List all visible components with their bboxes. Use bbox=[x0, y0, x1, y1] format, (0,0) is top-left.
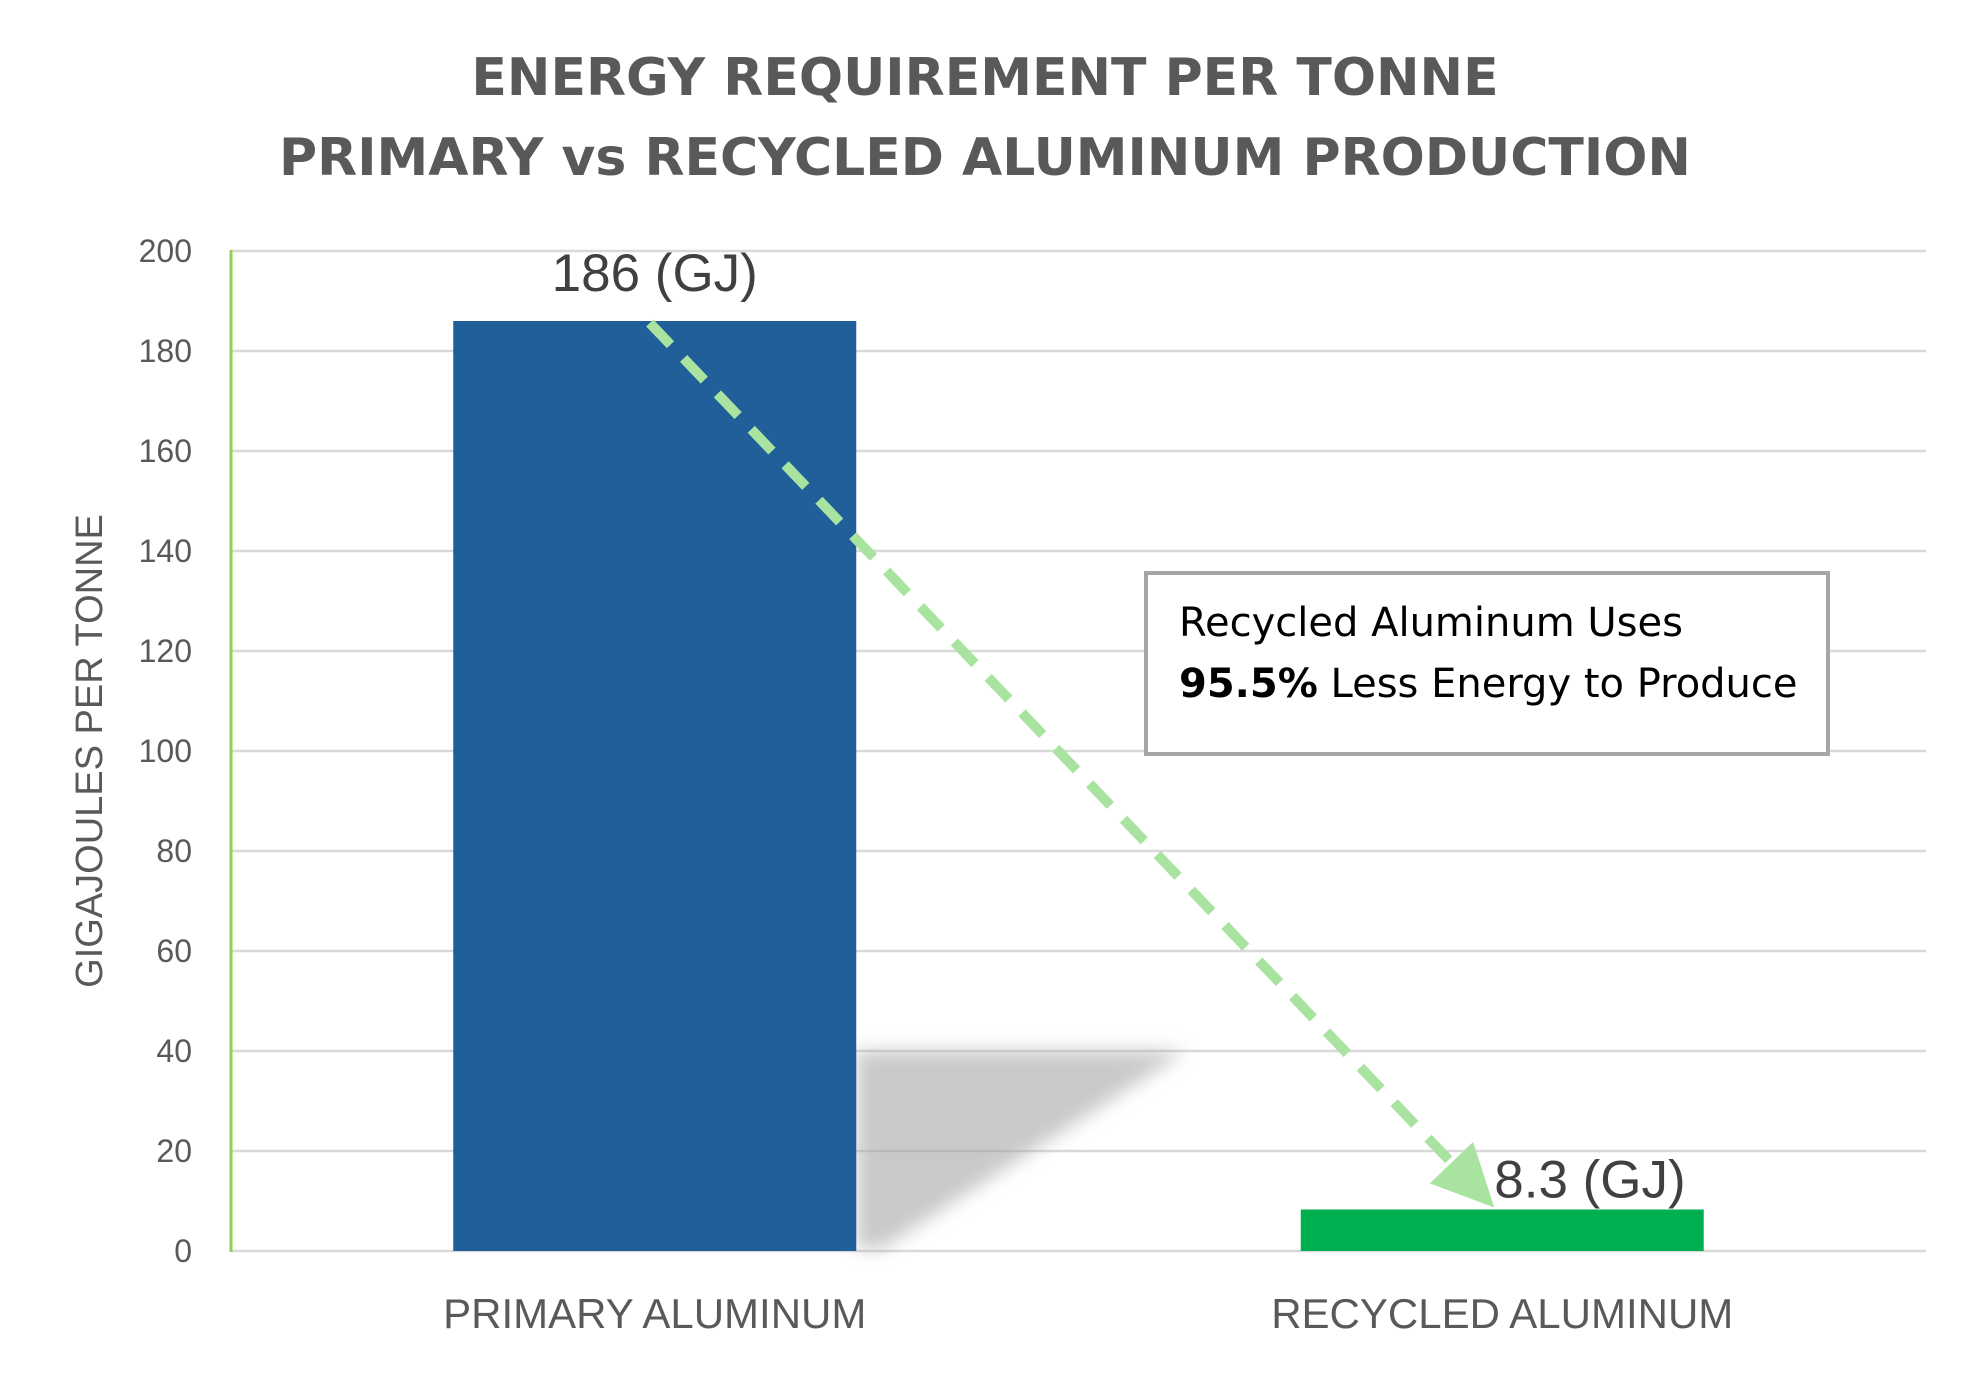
bar-recycled-aluminum bbox=[1300, 1209, 1704, 1251]
y-tick-label-180: 180 bbox=[139, 333, 192, 369]
y-tick-label-60: 60 bbox=[156, 933, 192, 969]
y-tick-label-120: 120 bbox=[139, 633, 192, 669]
data-labels: 186 (GJ) 8.3 (GJ) bbox=[552, 244, 1686, 1210]
annotation-box: Recycled Aluminum Uses 95.5% Less Energy… bbox=[1144, 571, 1830, 756]
chart-title-line-1: ENERGY REQUIREMENT PER TONNE bbox=[471, 48, 1498, 108]
bar-shadow bbox=[856, 1051, 1187, 1249]
y-tick-label-160: 160 bbox=[139, 433, 192, 469]
bar-primary-aluminum bbox=[453, 321, 857, 1251]
y-tick-label-40: 40 bbox=[156, 1033, 192, 1069]
y-tick-label-20: 20 bbox=[156, 1133, 192, 1169]
y-tick-label-100: 100 bbox=[139, 733, 192, 769]
y-tick-label-140: 140 bbox=[139, 533, 192, 569]
chart-title-line-2: PRIMARY vs RECYCLED ALUMINUM PRODUCTION bbox=[279, 128, 1691, 188]
annotation-highlight: 95.5% bbox=[1179, 661, 1318, 707]
data-label-primary: 186 (GJ) bbox=[552, 244, 758, 303]
y-axis-label: GIGAJOULES PER TONNE bbox=[69, 514, 111, 988]
annotation-line-2: 95.5% Less Energy to Produce bbox=[1179, 661, 1798, 707]
annotation-line-1: Recycled Aluminum Uses bbox=[1179, 600, 1683, 646]
bar-shadow-shape bbox=[856, 1051, 1187, 1249]
x-tick-label-primary: PRIMARY ALUMINUM bbox=[443, 1290, 866, 1337]
x-tick-label-recycled: RECYCLED ALUMINUM bbox=[1271, 1290, 1733, 1337]
annotation-line-2-rest: Less Energy to Produce bbox=[1318, 661, 1798, 707]
data-label-recycled: 8.3 (GJ) bbox=[1494, 1151, 1685, 1210]
y-tick-label-80: 80 bbox=[156, 833, 192, 869]
arrow-head bbox=[1429, 1141, 1495, 1208]
axes: 0 20 40 60 80 100 120 140 160 180 200 PRIMARY ALUMI… bbox=[139, 233, 1734, 1337]
annotation-frame bbox=[1144, 571, 1830, 756]
trend-arrow bbox=[646, 319, 1495, 1208]
y-tick-label-200: 200 bbox=[139, 233, 192, 269]
y-tick-label-0: 0 bbox=[174, 1233, 192, 1269]
